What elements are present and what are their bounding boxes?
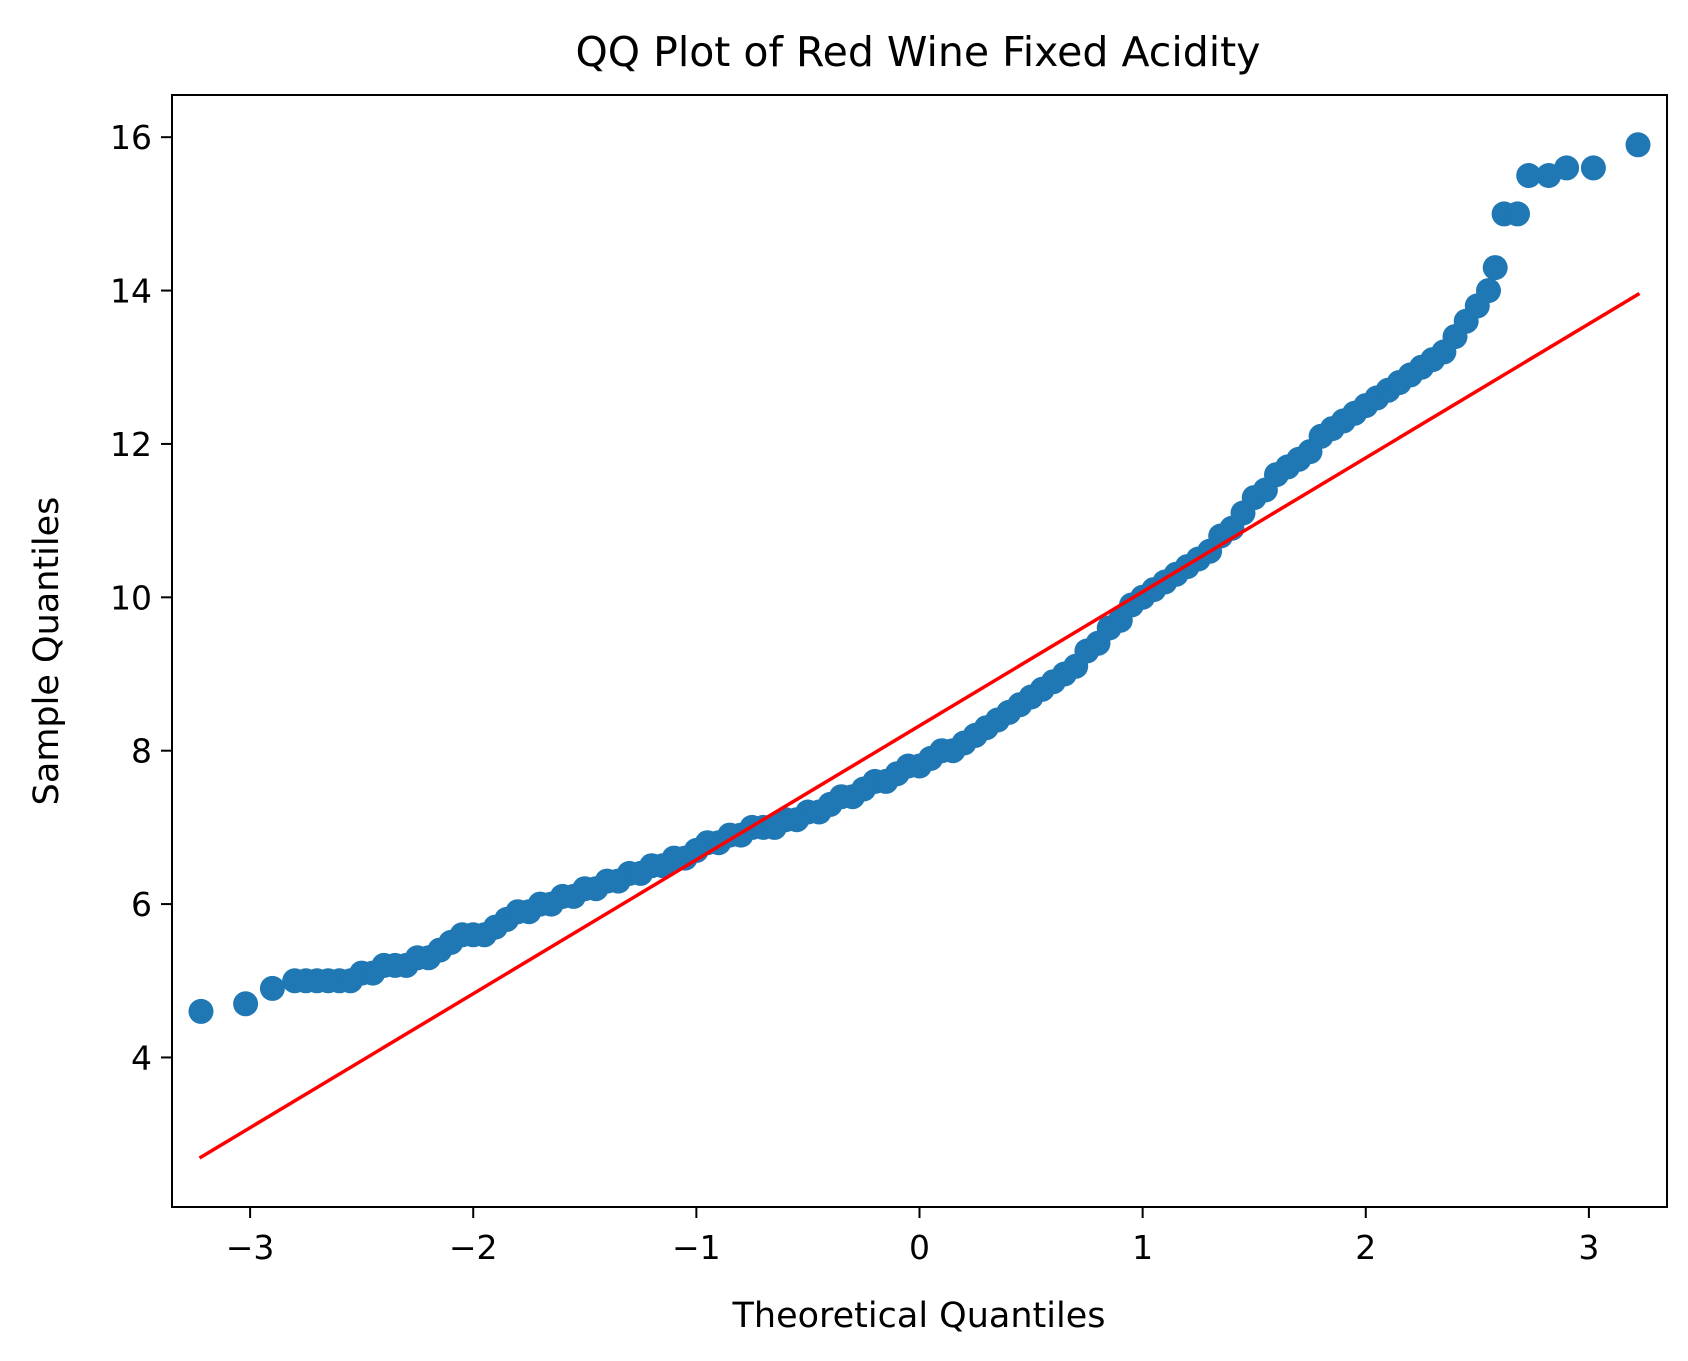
- data-point: [188, 998, 214, 1024]
- data-point: [1476, 278, 1501, 304]
- plot-background: [172, 95, 1667, 1207]
- data-point: [259, 975, 285, 1001]
- y-tick-label: 14: [110, 272, 152, 311]
- data-point: [1580, 155, 1606, 181]
- x-tick-label: −2: [449, 1228, 498, 1267]
- y-tick-label: 10: [110, 578, 152, 617]
- x-axis-label: Theoretical Quantiles: [732, 1296, 1106, 1336]
- data-point: [1516, 163, 1542, 188]
- x-tick-label: −1: [672, 1228, 721, 1267]
- data-point: [1482, 255, 1508, 281]
- x-tick-label: 3: [1578, 1228, 1599, 1267]
- x-tick-label: 2: [1355, 1228, 1376, 1267]
- data-point: [1625, 132, 1651, 158]
- data-point: [1505, 201, 1530, 227]
- x-tick-label: 0: [909, 1228, 930, 1267]
- y-tick-label: 16: [110, 118, 152, 157]
- data-point: [233, 991, 259, 1017]
- y-tick-label: 8: [131, 732, 152, 771]
- data-points-layer: [188, 132, 1651, 1024]
- x-axis-ticks: −3 −2 −1 0 1 2 3: [226, 1207, 1599, 1267]
- y-tick-label: 12: [110, 425, 152, 464]
- reference-line: [198, 291, 1641, 1160]
- y-tick-label: 6: [131, 885, 152, 924]
- data-point: [1554, 155, 1580, 181]
- y-tick-label: 4: [131, 1038, 152, 1077]
- y-axis-label: Sample Quantiles: [27, 497, 67, 806]
- x-tick-label: 1: [1132, 1228, 1153, 1267]
- x-tick-label: −3: [226, 1228, 275, 1267]
- plot-area: [171, 94, 1668, 1208]
- y-axis-ticks: 4 6 8 10 12 14 16: [110, 118, 172, 1077]
- chart-title: QQ Plot of Red Wine Fixed Acidity: [576, 28, 1261, 76]
